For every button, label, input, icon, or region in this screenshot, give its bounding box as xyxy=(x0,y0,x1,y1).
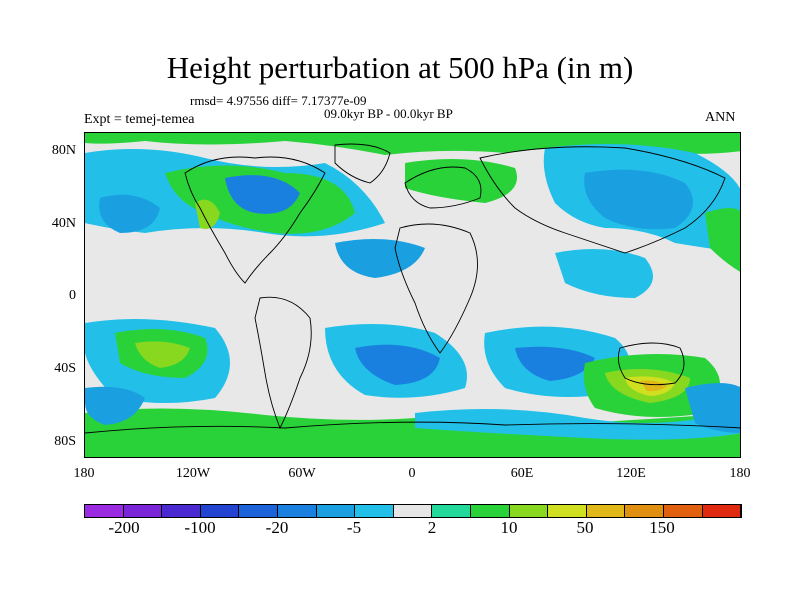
colorbar-label: -200 xyxy=(108,518,140,537)
period-label: 09.0kyr BP - 00.0kyr BP xyxy=(324,106,453,121)
x-tick: 0 xyxy=(408,466,416,481)
contour-region-pacific-nw-blue xyxy=(99,194,160,233)
colorbar-swatch xyxy=(470,505,510,517)
contour-region-tropical-cyan xyxy=(555,249,653,298)
y-tick: 40N xyxy=(51,216,76,231)
coast-asia xyxy=(479,146,726,254)
contour-region-south-west-cyan xyxy=(85,386,145,425)
coast-africa xyxy=(394,223,478,354)
y-tick: 40S xyxy=(54,361,76,376)
contour-region-far-south-green xyxy=(85,408,740,457)
y-tick: 80S xyxy=(54,434,76,449)
x-tick: 120E xyxy=(616,466,646,481)
coast-north-america xyxy=(184,156,326,284)
colorbar-swatch xyxy=(432,505,471,517)
contour-map xyxy=(85,133,740,457)
colorbar-swatch xyxy=(85,505,124,517)
contour-region-africa-blue xyxy=(335,239,425,278)
colorbar-label: 50 xyxy=(576,518,594,537)
colorbar-swatch xyxy=(316,505,356,517)
stats-label: rmsd= 4.97556 diff= 7.17377e-09 xyxy=(190,93,367,108)
contour-region-asia-blue xyxy=(584,169,693,230)
colorbar-label: -20 xyxy=(265,518,289,537)
colorbar-label: -100 xyxy=(184,518,216,537)
contour-region-canada-blue xyxy=(225,175,300,214)
contour-region-south-atlantic-blue xyxy=(355,344,440,385)
x-tick: 60E xyxy=(510,466,534,481)
contour-region-north-lime xyxy=(195,199,220,229)
map-plot-area xyxy=(84,132,741,458)
colorbar-swatch xyxy=(702,505,742,517)
contour-region-south-east-blue xyxy=(685,383,740,433)
colorbar-swatch xyxy=(393,505,433,517)
coast-europe xyxy=(404,166,482,209)
map-title: Height perturbation at 500 hPa (in m) xyxy=(166,50,634,85)
x-tick: 60W xyxy=(288,466,316,481)
experiment-label: Expt = temej-temea xyxy=(84,112,195,127)
colorbar-label: -5 xyxy=(346,518,362,537)
coastlines xyxy=(85,143,740,434)
y-tick: 80N xyxy=(51,143,76,158)
coast-south-america xyxy=(254,296,312,430)
contour-region-aus-orange xyxy=(640,380,667,392)
colorbar-swatch xyxy=(277,505,317,517)
contour-region-pacific-east-green xyxy=(705,208,740,272)
x-tick: 180 xyxy=(73,466,95,481)
colorbar-label: 2 xyxy=(427,518,437,537)
contour-region-indian-blue xyxy=(515,346,595,381)
colorbar-swatch xyxy=(123,505,163,517)
colorbar-swatch xyxy=(548,505,587,517)
colorbar-swatch xyxy=(625,505,664,517)
season-label: ANN xyxy=(705,110,736,125)
colorbar-swatch xyxy=(200,505,240,517)
contour-region-south-pacific-lime xyxy=(135,341,190,368)
colorbar-swatch xyxy=(239,505,278,517)
colorbar-swatch xyxy=(355,505,394,517)
colorbar xyxy=(84,504,743,518)
x-tick: 180 xyxy=(729,466,751,481)
x-tick: 120W xyxy=(175,466,211,481)
colorbar-swatch xyxy=(162,505,201,517)
y-tick: 0 xyxy=(69,288,76,303)
coast-antarctica xyxy=(85,421,740,434)
colorbar-label: 150 xyxy=(649,518,675,537)
contour-region-far-south-cyan xyxy=(415,409,740,440)
colorbar-label: 10 xyxy=(500,518,518,537)
contour-region-arctic-green xyxy=(85,133,740,155)
coast-australia xyxy=(617,342,685,386)
coast-greenland xyxy=(334,143,391,184)
colorbar-swatch xyxy=(663,505,703,517)
colorbar-swatch xyxy=(586,505,626,517)
colorbar-swatch xyxy=(509,505,549,517)
